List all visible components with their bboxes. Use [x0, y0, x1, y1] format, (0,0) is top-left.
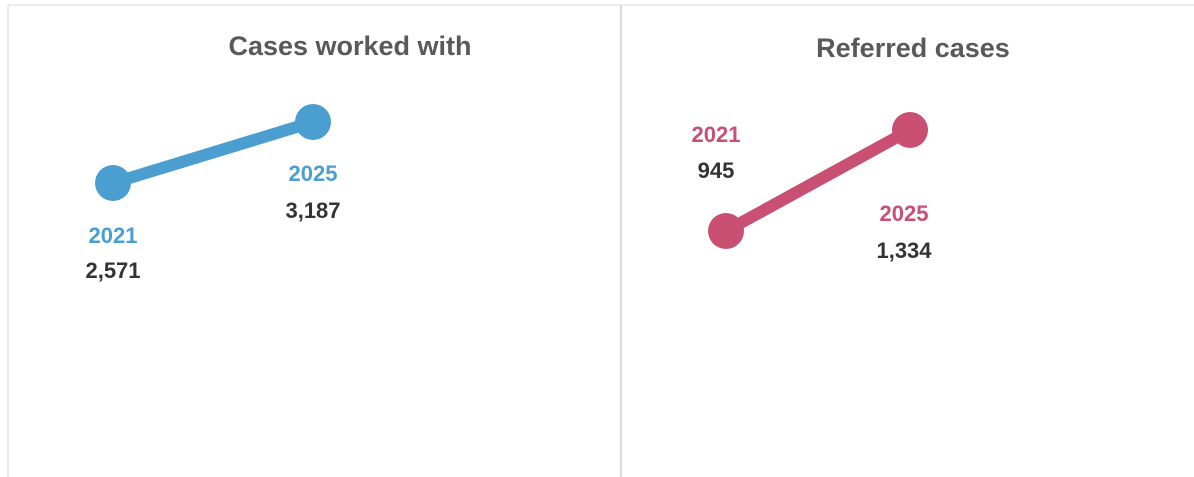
chart-title: Referred cases [816, 33, 1010, 63]
category-label: 2025 [880, 201, 929, 226]
category-label: 2025 [289, 161, 338, 186]
category-label: 2021 [89, 223, 138, 248]
value-label: 2,571 [85, 258, 140, 283]
category-label: 2021 [692, 122, 741, 147]
point [295, 104, 331, 140]
value-label: 3,187 [285, 198, 340, 223]
point [708, 213, 744, 249]
slope-line [723, 124, 913, 237]
value-label: 1,334 [876, 238, 932, 263]
point [95, 165, 131, 201]
value-label: 945 [698, 158, 735, 183]
chart-title: Cases worked with [228, 31, 471, 61]
point [892, 112, 928, 148]
slope-line [111, 116, 315, 189]
